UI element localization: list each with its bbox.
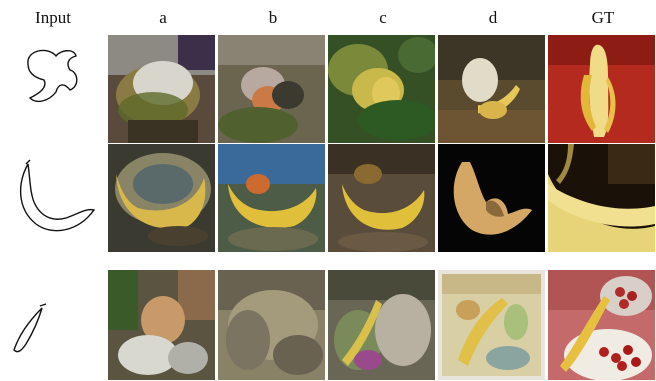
synthesized-image — [218, 270, 325, 380]
column-header-input: Input — [35, 8, 71, 27]
synthesized-image — [328, 270, 435, 380]
synthesized-image — [108, 270, 215, 380]
result-a-row3 — [108, 270, 215, 380]
ground-truth-image — [548, 35, 655, 143]
result-c-row2 — [328, 144, 435, 252]
synthesized-image — [218, 144, 325, 252]
column-header-a: a — [159, 8, 167, 27]
synthesized-image — [108, 144, 215, 252]
input-sketch-3 — [13, 303, 47, 353]
result-c-row1 — [328, 35, 435, 143]
result-d-row2 — [438, 144, 545, 252]
column-header-gt: GT — [591, 8, 615, 27]
result-b-row3 — [218, 270, 325, 380]
column-header-d: d — [488, 8, 498, 27]
synthesized-image — [218, 35, 325, 143]
synthesized-image — [438, 35, 545, 143]
result-a-row1 — [108, 35, 215, 143]
synthesized-image — [438, 144, 545, 252]
column-header-c: c — [379, 8, 387, 27]
result-a-row2 — [108, 144, 215, 252]
result-d-row1 — [438, 35, 545, 143]
result-b-row1 — [218, 35, 325, 143]
column-header-b: b — [268, 8, 278, 27]
result-gt-row2 — [548, 144, 655, 252]
result-gt-row3 — [548, 270, 655, 380]
synthesized-image — [328, 144, 435, 252]
synthesized-image — [108, 35, 215, 143]
result-b-row2 — [218, 144, 325, 252]
ground-truth-image — [548, 144, 655, 252]
synthesized-image — [328, 35, 435, 143]
result-c-row3 — [328, 270, 435, 380]
synthesized-image — [438, 270, 545, 380]
input-sketch-1 — [27, 49, 78, 103]
ground-truth-image — [548, 270, 655, 380]
result-d-row3 — [438, 270, 545, 380]
input-sketch-2 — [19, 159, 96, 232]
result-gt-row1 — [548, 35, 655, 143]
